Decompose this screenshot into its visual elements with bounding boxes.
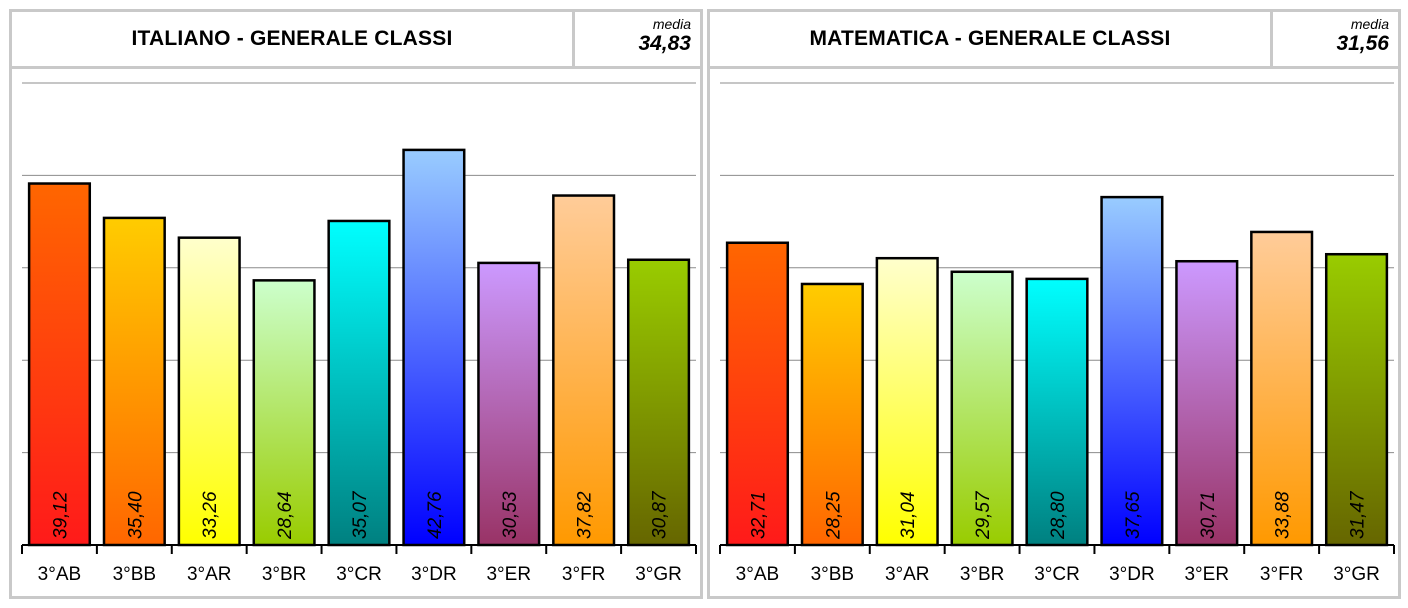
data-label: 31,04 [898, 491, 919, 539]
header-divider [710, 66, 1398, 69]
bar-3°FR [1250, 230, 1314, 547]
bar-3°DR [402, 148, 466, 547]
category-label: 3°CR [336, 564, 382, 585]
category-label: 3°DR [1109, 564, 1155, 585]
category-label: 3°GR [1333, 564, 1380, 585]
media-box: media 31,56 [1273, 12, 1398, 66]
chart-header: MATEMATICA - GENERALE CLASSI media 31,56 [710, 12, 1398, 66]
category-label: 3°ER [486, 564, 531, 585]
panel-frame [707, 9, 1401, 599]
data-label: 37,82 [575, 491, 596, 539]
bar-3°ER [1175, 259, 1239, 547]
category-label: 3°CR [1034, 564, 1080, 585]
category-label: 3°FR [562, 564, 606, 585]
data-label: 35,40 [125, 491, 146, 539]
chart-panel-matematica: MATEMATICA - GENERALE CLASSI media 31,56… [707, 9, 1401, 599]
data-label: 33,26 [200, 491, 221, 539]
bar-chart-matematica: 32,71 3°AB 28,25 3°BB 31,04 3°AR 29,57 3°BR 28,8… [719, 82, 1395, 585]
media-label: media [1350, 16, 1389, 32]
chart-title: MATEMATICA - GENERALE CLASSI [809, 27, 1171, 50]
data-label: 35,07 [350, 490, 371, 539]
bar-3°BR [252, 279, 316, 547]
chart-title: ITALIANO - GENERALE CLASSI [131, 27, 453, 50]
category-label: 3°GR [635, 564, 682, 585]
bar-3°CR [327, 219, 391, 547]
panel-frame [9, 9, 703, 599]
category-label: 3°AR [885, 564, 930, 585]
chart-panel-italiano: ITALIANO - GENERALE CLASSI media 34,83 3… [9, 9, 703, 599]
data-label: 31,47 [1348, 490, 1369, 539]
title-box: MATEMATICA - GENERALE CLASSI [710, 12, 1273, 66]
chart-header: ITALIANO - GENERALE CLASSI media 34,83 [12, 12, 700, 66]
bar-3°AR [875, 256, 939, 547]
data-label: 32,71 [748, 491, 769, 539]
data-label: 30,87 [650, 490, 671, 539]
bar-3°AB [27, 182, 92, 547]
bar-3°AB [725, 241, 790, 547]
header-divider [12, 66, 700, 69]
data-label: 28,25 [823, 491, 844, 540]
bar-3°AR [177, 236, 241, 547]
media-label: media [652, 16, 691, 32]
data-label: 33,88 [1273, 491, 1294, 539]
media-value: 31,56 [1336, 32, 1389, 55]
data-label: 28,80 [1048, 491, 1069, 540]
media-value: 34,83 [638, 32, 691, 55]
category-label: 3°AB [736, 564, 780, 585]
bar-3°ER [477, 261, 541, 547]
category-label: 3°AB [38, 564, 82, 585]
category-label: 3°BR [262, 564, 307, 585]
bar-3°FR [552, 194, 616, 547]
bar-3°BB [102, 216, 166, 547]
title-box: ITALIANO - GENERALE CLASSI [12, 12, 575, 66]
data-label: 42,76 [425, 491, 446, 539]
media-box: media 34,83 [575, 12, 700, 66]
data-label: 39,12 [50, 491, 71, 539]
category-label: 3°BB [811, 564, 855, 585]
data-label: 30,71 [1198, 491, 1219, 539]
category-label: 3°FR [1260, 564, 1304, 585]
category-label: 3°DR [411, 564, 457, 585]
data-label: 28,64 [275, 491, 296, 540]
data-label: 29,57 [973, 490, 994, 540]
category-label: 3°ER [1184, 564, 1229, 585]
bar-3°BR [950, 270, 1014, 547]
data-label: 37,65 [1123, 491, 1144, 539]
bar-3°BB [800, 282, 864, 547]
category-label: 3°BR [960, 564, 1005, 585]
bar-3°DR [1100, 195, 1164, 547]
bar-3°GR [626, 258, 691, 547]
bar-3°CR [1025, 277, 1089, 547]
category-label: 3°BB [113, 564, 157, 585]
category-label: 3°AR [187, 564, 232, 585]
bar-chart-italiano: 39,12 3°AB 35,40 3°BB 33,26 3°AR 28,64 3°BR 35,0… [21, 82, 697, 585]
data-label: 30,53 [500, 491, 521, 539]
